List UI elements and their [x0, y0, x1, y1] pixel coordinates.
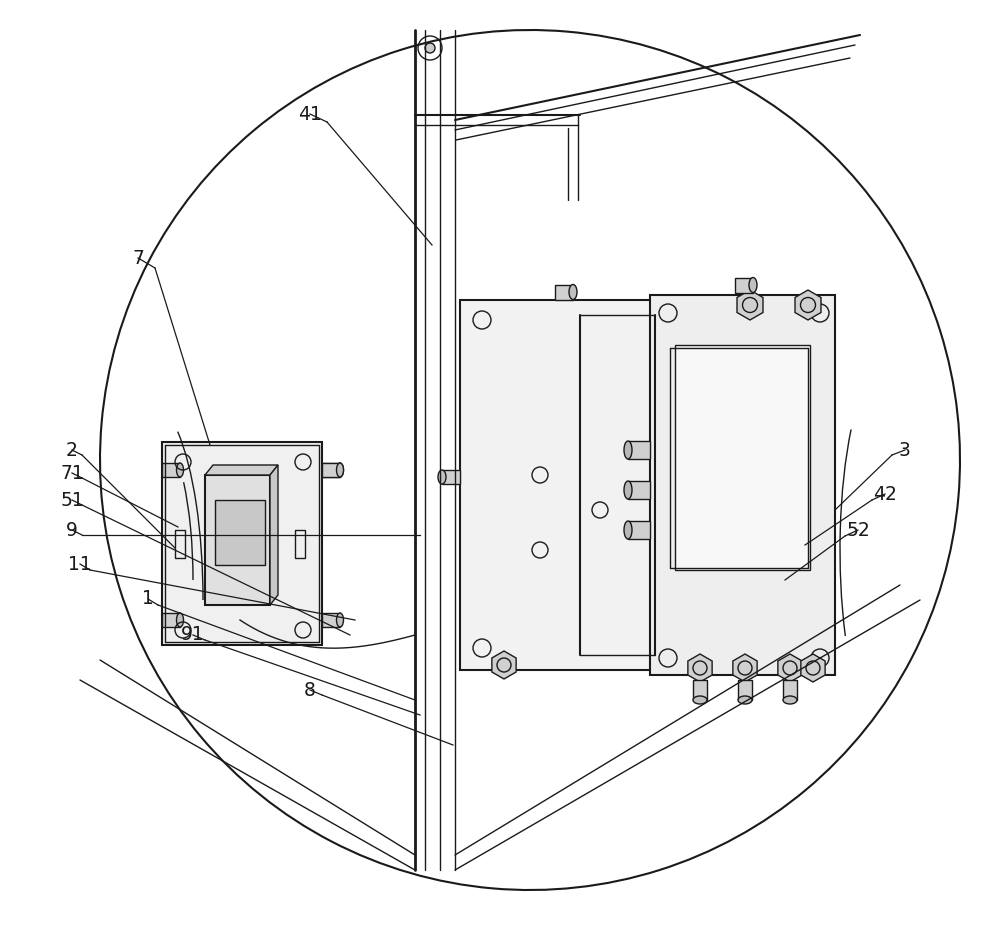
- Bar: [735, 278, 753, 293]
- Bar: [322, 463, 340, 477]
- Text: 8: 8: [304, 680, 316, 700]
- Ellipse shape: [749, 277, 757, 293]
- Polygon shape: [778, 654, 802, 682]
- Bar: [162, 613, 180, 627]
- Ellipse shape: [336, 463, 344, 477]
- Polygon shape: [795, 290, 821, 320]
- Ellipse shape: [783, 696, 797, 704]
- Polygon shape: [737, 290, 763, 320]
- Ellipse shape: [624, 521, 632, 539]
- Bar: [322, 613, 340, 627]
- Bar: [162, 463, 180, 477]
- Bar: [783, 680, 797, 700]
- Ellipse shape: [176, 613, 184, 627]
- Bar: [175, 530, 185, 558]
- Polygon shape: [460, 300, 690, 670]
- Bar: [738, 680, 752, 700]
- Text: 52: 52: [846, 520, 870, 540]
- Text: 1: 1: [142, 590, 154, 608]
- Text: 51: 51: [60, 490, 84, 510]
- Ellipse shape: [693, 696, 707, 704]
- Ellipse shape: [336, 613, 344, 627]
- Bar: [628, 521, 650, 539]
- Text: 91: 91: [181, 626, 205, 644]
- Text: 7: 7: [132, 248, 144, 268]
- Ellipse shape: [569, 285, 577, 299]
- Polygon shape: [205, 475, 270, 605]
- Bar: [693, 680, 707, 700]
- Ellipse shape: [624, 441, 632, 459]
- Polygon shape: [675, 345, 810, 570]
- Ellipse shape: [176, 463, 184, 477]
- Polygon shape: [270, 465, 278, 605]
- Text: 2: 2: [66, 440, 78, 460]
- Text: 9: 9: [66, 520, 78, 540]
- Polygon shape: [205, 465, 278, 475]
- Polygon shape: [492, 651, 516, 679]
- Polygon shape: [688, 654, 712, 682]
- Bar: [442, 470, 460, 484]
- Text: 42: 42: [873, 485, 897, 503]
- Text: 11: 11: [68, 554, 92, 574]
- Ellipse shape: [438, 470, 446, 484]
- Bar: [628, 481, 650, 499]
- Bar: [295, 530, 305, 558]
- Bar: [215, 500, 265, 565]
- Bar: [628, 441, 650, 459]
- Polygon shape: [162, 442, 322, 645]
- Ellipse shape: [738, 696, 752, 704]
- Ellipse shape: [336, 463, 344, 477]
- Text: 3: 3: [899, 440, 911, 460]
- Bar: [555, 285, 573, 300]
- Polygon shape: [650, 295, 835, 675]
- Polygon shape: [733, 654, 757, 682]
- Polygon shape: [801, 654, 825, 682]
- Bar: [322, 463, 340, 477]
- Text: 71: 71: [60, 464, 84, 482]
- Circle shape: [425, 43, 435, 53]
- Ellipse shape: [624, 481, 632, 499]
- Text: 41: 41: [298, 105, 322, 123]
